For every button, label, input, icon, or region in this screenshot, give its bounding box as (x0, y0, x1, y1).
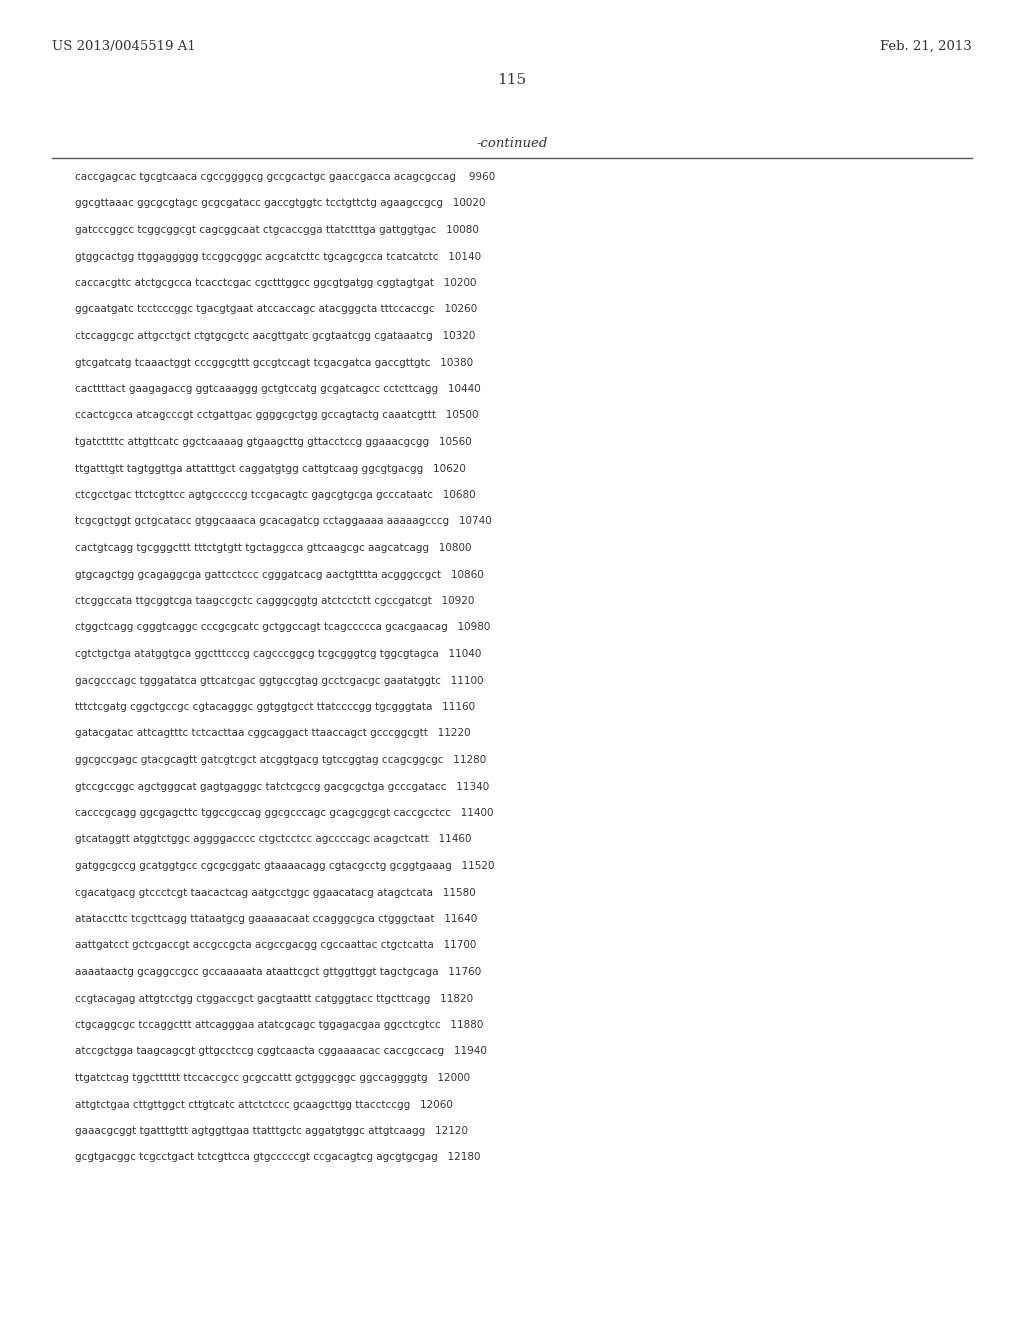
Text: attgtctgaa cttgttggct cttgtcatc attctctccc gcaagcttgg ttacctccgg   12060: attgtctgaa cttgttggct cttgtcatc attctctc… (75, 1100, 453, 1110)
Text: ccactcgcca atcagcccgt cctgattgac ggggcgctgg gccagtactg caaatcgttt   10500: ccactcgcca atcagcccgt cctgattgac ggggcgc… (75, 411, 478, 421)
Text: gatacgatac attcagtttc tctcacttaa cggcaggact ttaaccagct gcccggcgtt   11220: gatacgatac attcagtttc tctcacttaa cggcagg… (75, 729, 471, 738)
Text: tttctcgatg cggctgccgc cgtacagggc ggtggtgcct ttatccccgg tgcgggtata   11160: tttctcgatg cggctgccgc cgtacagggc ggtggtg… (75, 702, 475, 711)
Text: ttgatctcag tggctttttt ttccaccgcc gcgccattt gctgggcggc ggccaggggtg   12000: ttgatctcag tggctttttt ttccaccgcc gcgccat… (75, 1073, 470, 1082)
Text: gtggcactgg ttggaggggg tccggcgggc acgcatcttc tgcagcgcca tcatcatctc   10140: gtggcactgg ttggaggggg tccggcgggc acgcatc… (75, 252, 481, 261)
Text: ggcaatgatc tcctcccggc tgacgtgaat atccaccagc atacgggcta tttccaccgc   10260: ggcaatgatc tcctcccggc tgacgtgaat atccacc… (75, 305, 477, 314)
Text: ctccaggcgc attgcctgct ctgtgcgctc aacgttgatc gcgtaatcgg cgataaatcg   10320: ctccaggcgc attgcctgct ctgtgcgctc aacgttg… (75, 331, 475, 341)
Text: ttgatttgtt tagtggttga attatttgct caggatgtgg cattgtcaag ggcgtgacgg   10620: ttgatttgtt tagtggttga attatttgct caggatg… (75, 463, 466, 474)
Text: -continued: -continued (476, 137, 548, 150)
Text: cgtctgctga atatggtgca ggctttcccg cagcccggcg tcgcgggtcg tggcgtagca   11040: cgtctgctga atatggtgca ggctttcccg cagcccg… (75, 649, 481, 659)
Text: aattgatcct gctcgaccgt accgccgcta acgccgacgg cgccaattac ctgctcatta   11700: aattgatcct gctcgaccgt accgccgcta acgccga… (75, 940, 476, 950)
Text: gtcataggtt atggtctggc aggggacccc ctgctcctcc agccccagc acagctcatt   11460: gtcataggtt atggtctggc aggggacccc ctgctcc… (75, 834, 471, 845)
Text: tcgcgctggt gctgcatacc gtggcaaaca gcacagatcg cctaggaaaa aaaaagcccg   10740: tcgcgctggt gctgcatacc gtggcaaaca gcacaga… (75, 516, 492, 527)
Text: caccacgttc atctgcgcca tcacctcgac cgctttggcc ggcgtgatgg cggtagtgat   10200: caccacgttc atctgcgcca tcacctcgac cgctttg… (75, 279, 476, 288)
Text: US 2013/0045519 A1: US 2013/0045519 A1 (52, 40, 196, 53)
Text: gcgtgacggc tcgcctgact tctcgttcca gtgcccccgt ccgacagtcg agcgtgcgag   12180: gcgtgacggc tcgcctgact tctcgttcca gtgcccc… (75, 1152, 480, 1163)
Text: ccgtacagag attgtcctgg ctggaccgct gacgtaattt catgggtacc ttgcttcagg   11820: ccgtacagag attgtcctgg ctggaccgct gacgtaa… (75, 994, 473, 1003)
Text: gacgcccagc tgggatatca gttcatcgac ggtgccgtag gcctcgacgc gaatatggtc   11100: gacgcccagc tgggatatca gttcatcgac ggtgccg… (75, 676, 483, 685)
Text: aaaataactg gcaggccgcc gccaaaaata ataattcgct gttggttggt tagctgcaga   11760: aaaataactg gcaggccgcc gccaaaaata ataattc… (75, 968, 481, 977)
Text: ctggctcagg cgggtcaggc cccgcgcatc gctggccagt tcagccccca gcacgaacag   10980: ctggctcagg cgggtcaggc cccgcgcatc gctggcc… (75, 623, 490, 632)
Text: ctgcaggcgc tccaggcttt attcagggaa atatcgcagc tggagacgaa ggcctcgtcc   11880: ctgcaggcgc tccaggcttt attcagggaa atatcgc… (75, 1020, 483, 1030)
Text: gaaacgcggt tgatttgttt agtggttgaa ttatttgctc aggatgtggc attgtcaagg   12120: gaaacgcggt tgatttgttt agtggttgaa ttatttg… (75, 1126, 468, 1137)
Text: atccgctgga taagcagcgt gttgcctccg cggtcaacta cggaaaacac caccgccacg   11940: atccgctgga taagcagcgt gttgcctccg cggtcaa… (75, 1047, 486, 1056)
Text: Feb. 21, 2013: Feb. 21, 2013 (881, 40, 972, 53)
Text: cactgtcagg tgcgggcttt tttctgtgtt tgctaggcca gttcaagcgc aagcatcagg   10800: cactgtcagg tgcgggcttt tttctgtgtt tgctagg… (75, 543, 471, 553)
Text: cgacatgacg gtccctcgt taacactcag aatgcctggc ggaacatacg atagctcata   11580: cgacatgacg gtccctcgt taacactcag aatgcctg… (75, 887, 476, 898)
Text: ggcgttaaac ggcgcgtagc gcgcgatacc gaccgtggtc tcctgttctg agaagccgcg   10020: ggcgttaaac ggcgcgtagc gcgcgatacc gaccgtg… (75, 198, 485, 209)
Text: atataccttc tcgcttcagg ttataatgcg gaaaaacaat ccagggcgca ctgggctaat   11640: atataccttc tcgcttcagg ttataatgcg gaaaaac… (75, 913, 477, 924)
Text: ctcggccata ttgcggtcga taagccgctc cagggcggtg atctcctctt cgccgatcgt   10920: ctcggccata ttgcggtcga taagccgctc cagggcg… (75, 597, 474, 606)
Text: gatcccggcc tcggcggcgt cagcggcaat ctgcaccgga ttatctttga gattggtgac   10080: gatcccggcc tcggcggcgt cagcggcaat ctgcacc… (75, 224, 479, 235)
Text: tgatcttttc attgttcatc ggctcaaaag gtgaagcttg gttacctccg ggaaacgcgg   10560: tgatcttttc attgttcatc ggctcaaaag gtgaagc… (75, 437, 472, 447)
Text: gtgcagctgg gcagaggcga gattcctccc cgggatcacg aactgtttta acgggccgct   10860: gtgcagctgg gcagaggcga gattcctccc cgggatc… (75, 569, 483, 579)
Text: gtcgatcatg tcaaactggt cccggcgttt gccgtccagt tcgacgatca gaccgttgtc   10380: gtcgatcatg tcaaactggt cccggcgttt gccgtcc… (75, 358, 473, 367)
Text: cacccgcagg ggcgagcttc tggccgccag ggcgcccagc gcagcggcgt caccgcctcc   11400: cacccgcagg ggcgagcttc tggccgccag ggcgccc… (75, 808, 494, 818)
Text: gatggcgccg gcatggtgcc cgcgcggatc gtaaaacagg cgtacgcctg gcggtgaaag   11520: gatggcgccg gcatggtgcc cgcgcggatc gtaaaac… (75, 861, 495, 871)
Text: ggcgccgagc gtacgcagtt gatcgtcgct atcggtgacg tgtccggtag ccagcggcgc   11280: ggcgccgagc gtacgcagtt gatcgtcgct atcggtg… (75, 755, 486, 766)
Text: caccgagcac tgcgtcaaca cgccggggcg gccgcactgc gaaccgacca acagcgccag    9960: caccgagcac tgcgtcaaca cgccggggcg gccgcac… (75, 172, 496, 182)
Text: gtccgccggc agctgggcat gagtgagggc tatctcgccg gacgcgctga gcccgatacc   11340: gtccgccggc agctgggcat gagtgagggc tatctcg… (75, 781, 489, 792)
Text: cacttttact gaagagaccg ggtcaaaggg gctgtccatg gcgatcagcc cctcttcagg   10440: cacttttact gaagagaccg ggtcaaaggg gctgtcc… (75, 384, 480, 393)
Text: 115: 115 (498, 73, 526, 87)
Text: ctcgcctgac ttctcgttcc agtgcccccg tccgacagtc gagcgtgcga gcccataatc   10680: ctcgcctgac ttctcgttcc agtgcccccg tccgaca… (75, 490, 475, 500)
